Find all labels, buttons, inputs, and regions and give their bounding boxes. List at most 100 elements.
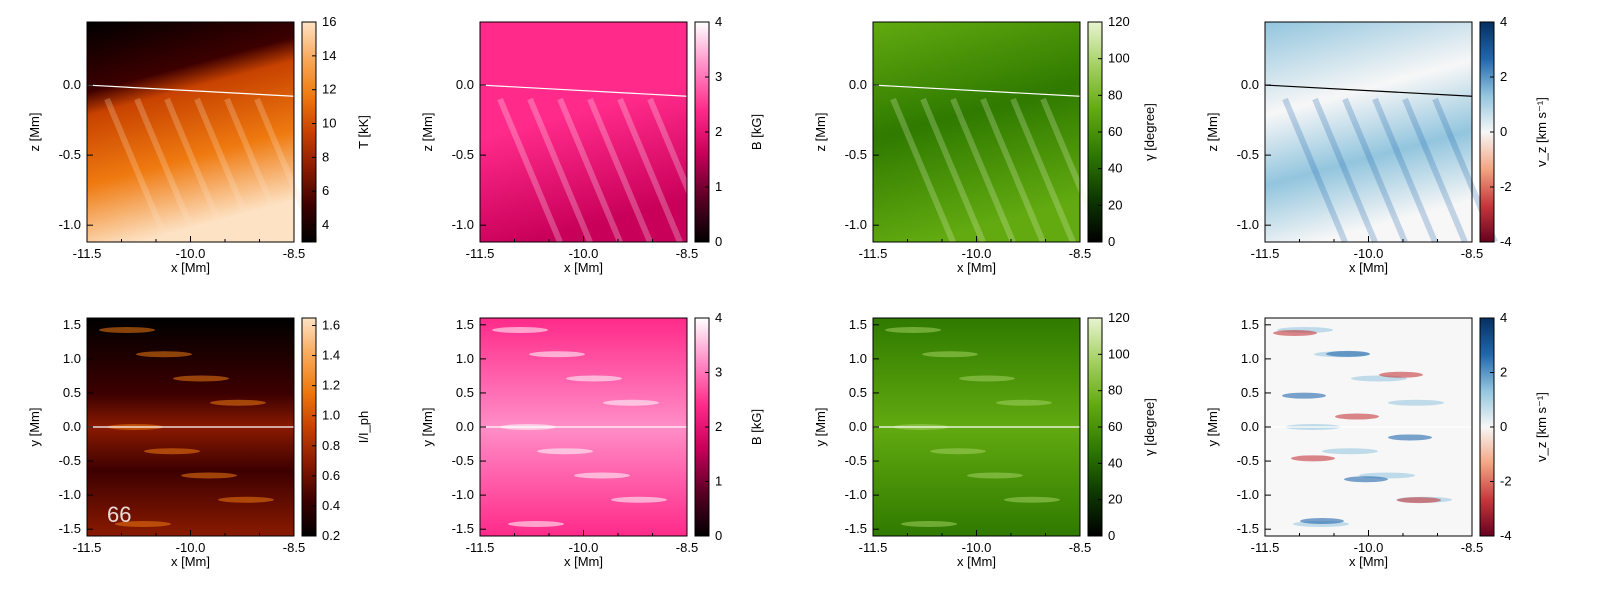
- x-tick-label: -8.5: [283, 540, 305, 555]
- field-streak: [574, 472, 630, 479]
- x-tick-label: -10.0: [1354, 246, 1384, 261]
- field-streak: [497, 97, 563, 244]
- y-tick-label: -0.5: [1237, 147, 1259, 162]
- field-streak: [922, 351, 978, 358]
- field-streak: [920, 97, 986, 244]
- x-tick-label: -8.5: [676, 540, 698, 555]
- panel-4: -11.5 -10.0 -8.5 -1.0 -0.5 0.0 x [Mm] z [Mm] -4 -…: [1205, 14, 1549, 275]
- panel-1: -11.5 -10.0 -8.5 -1.0 -0.5 0.0 x [Mm] z [Mm] 4 6 8…: [27, 14, 371, 275]
- field-streak: [194, 97, 260, 244]
- field-streak: [492, 327, 548, 333]
- colorbar-label: v_z [km s⁻¹]: [1534, 392, 1549, 462]
- colorbar-tick-label: 1.4: [322, 348, 340, 363]
- x-axis-label: x [Mm]: [1349, 554, 1388, 569]
- overlay-label: 66: [107, 502, 131, 527]
- field-streak: [527, 97, 593, 244]
- colorbar-tick-label: 1.0: [322, 408, 340, 423]
- y-tick-label: -1.5: [1237, 521, 1259, 536]
- y-tick-label: -0.5: [1237, 453, 1259, 468]
- field-streak: [173, 375, 229, 382]
- y-tick-label: -0.5: [59, 453, 81, 468]
- colorbar-tick-label: 2: [1500, 365, 1507, 380]
- y-tick-label: 1.5: [63, 317, 81, 332]
- colorbar-tick-label: 0.8: [322, 438, 340, 453]
- y-tick-label: -1.0: [59, 217, 81, 232]
- field-streak: [164, 97, 230, 244]
- field-streak: [1300, 518, 1344, 524]
- surface-line: [872, 84, 1081, 97]
- x-axis-label: x [Mm]: [564, 554, 603, 569]
- colorbar-label: I/I_ph: [356, 411, 371, 444]
- field-streak: [1291, 455, 1335, 462]
- x-tick-label: -11.5: [73, 540, 102, 555]
- x-tick-label: -10.0: [176, 246, 206, 261]
- colorbar-tick-label: 3: [715, 69, 722, 84]
- x-tick-label: -8.5: [1461, 246, 1483, 261]
- x-axis-label: x [Mm]: [957, 260, 996, 275]
- field-streak: [1282, 392, 1326, 399]
- colorbar-tick-label: 10: [322, 116, 336, 131]
- y-tick-label: 0.5: [1241, 385, 1259, 400]
- colorbar-tick-label: -4: [1500, 234, 1512, 249]
- colorbar-tick-label: 80: [1108, 87, 1122, 102]
- y-tick-label: 1.0: [63, 351, 81, 366]
- x-tick-label: -8.5: [283, 246, 305, 261]
- y-tick-label: -0.5: [452, 453, 474, 468]
- colorbar-label: B [kG]: [749, 409, 764, 445]
- y-tick-label: -1.5: [59, 521, 81, 536]
- y-tick-label: -1.0: [845, 217, 867, 232]
- y-tick-label: 0.0: [63, 77, 81, 92]
- colorbar-tick-label: 40: [1108, 455, 1122, 470]
- field-streak: [1342, 97, 1408, 244]
- colorbar-tick-label: 2: [1500, 69, 1507, 84]
- field-streak: [996, 399, 1052, 406]
- y-tick-label: -1.0: [452, 487, 474, 502]
- x-tick-label: -10.0: [1354, 540, 1384, 555]
- colorbar-tick-label: 4: [715, 310, 722, 325]
- y-axis-label: z [Mm]: [27, 113, 42, 152]
- surface-line: [86, 84, 295, 97]
- field-streak: [144, 448, 200, 455]
- y-tick-label: -1.5: [845, 521, 867, 536]
- colorbar-tick-label: 20: [1108, 197, 1122, 212]
- field-streak: [115, 521, 171, 527]
- field-streak: [967, 472, 1023, 479]
- field-streak: [930, 448, 986, 455]
- heatmap-field: [1265, 22, 1472, 242]
- x-tick-label: -11.5: [859, 540, 888, 555]
- heatmap-field: [480, 22, 687, 242]
- y-tick-label: 1.5: [849, 317, 867, 332]
- surface-line: [479, 84, 688, 97]
- field-streak: [210, 399, 266, 406]
- x-tick-label: -11.5: [1251, 246, 1280, 261]
- field-streak: [134, 97, 200, 244]
- colorbar-tick-label: -4: [1500, 528, 1512, 543]
- panel-7: -11.5 -10.0 -8.5 -1.5 -1.0 -0.5 0.0 0.5 1.0 1.5 x …: [813, 310, 1157, 569]
- field-streak: [950, 97, 1016, 244]
- field-streak: [890, 97, 956, 244]
- y-axis-label: z [Mm]: [420, 113, 435, 152]
- x-axis-label: x [Mm]: [957, 554, 996, 569]
- field-streak: [224, 97, 290, 244]
- y-axis-label: y [Mm]: [813, 408, 828, 447]
- y-axis-label: y [Mm]: [420, 408, 435, 447]
- field-streak: [1010, 97, 1076, 244]
- colorbar-label: B [kG]: [749, 114, 764, 150]
- x-tick-label: -8.5: [676, 246, 698, 261]
- y-tick-label: -1.0: [1237, 487, 1259, 502]
- colorbar-tick-label: 16: [322, 14, 336, 29]
- x-tick-label: -11.5: [859, 246, 888, 261]
- x-tick-label: -11.5: [466, 540, 495, 555]
- x-axis-label: x [Mm]: [171, 260, 210, 275]
- colorbar-tick-label: 14: [322, 48, 336, 63]
- colorbar-tick-label: 0: [1108, 234, 1115, 249]
- y-axis-label: y [Mm]: [27, 408, 42, 447]
- colorbar-tick-label: 0: [1500, 419, 1507, 434]
- x-tick-label: -8.5: [1461, 540, 1483, 555]
- x-tick-label: -10.0: [569, 246, 599, 261]
- panel-2: -11.5 -10.0 -8.5 -1.0 -0.5 0.0 x [Mm] z [Mm] 0 1 2…: [420, 14, 764, 275]
- y-tick-label: 1.5: [456, 317, 474, 332]
- panel-5: -11.5 -10.0 -8.5 -1.5 -1.0 -0.5 0.0 0.5 1.0 1.5 x …: [27, 317, 371, 569]
- field-streak: [617, 97, 683, 244]
- y-tick-label: 1.0: [456, 351, 474, 366]
